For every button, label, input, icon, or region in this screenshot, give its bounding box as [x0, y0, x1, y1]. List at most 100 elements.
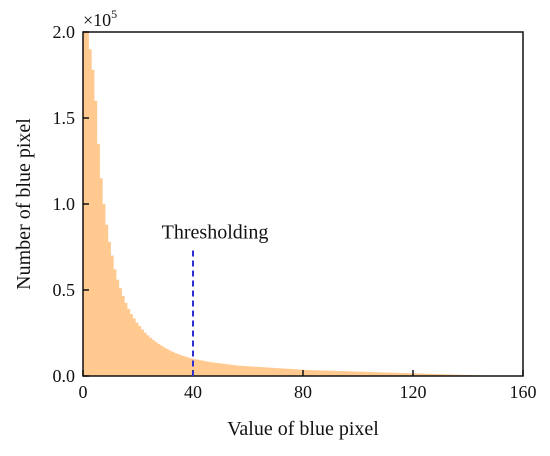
histogram-bar — [168, 350, 171, 376]
histogram-bar — [234, 365, 237, 376]
histogram-bar — [155, 342, 158, 376]
histogram-bar — [248, 366, 251, 376]
histogram-bar — [94, 101, 97, 376]
histogram-bar — [157, 344, 160, 376]
histogram-bar — [133, 318, 136, 376]
histogram-bar — [201, 361, 204, 376]
histogram-bar — [196, 360, 199, 376]
histogram-bar — [113, 269, 116, 376]
x-tick-label: 120 — [400, 382, 427, 402]
histogram-bar — [116, 280, 119, 376]
histogram-bar — [102, 204, 105, 376]
histogram-bar — [254, 367, 257, 376]
histogram-bar — [240, 366, 243, 376]
histogram-bar — [207, 362, 210, 376]
histogram-bar — [122, 296, 125, 376]
histogram-bar — [212, 363, 215, 376]
histogram-bar — [91, 70, 94, 376]
y-tick-label: 0.0 — [53, 366, 76, 386]
histogram-bar — [245, 366, 248, 376]
histogram-bar — [182, 356, 185, 376]
histogram-bar — [223, 364, 226, 376]
threshold-label: Thresholding — [162, 221, 269, 243]
x-tick-label: 40 — [184, 382, 202, 402]
histogram-bar — [284, 369, 287, 376]
histogram-bar — [188, 358, 191, 376]
histogram-bar — [229, 365, 232, 376]
plot-frame — [83, 32, 523, 376]
histogram-bar — [289, 369, 292, 376]
histogram-bar — [138, 326, 141, 376]
histogram-bar — [295, 369, 298, 376]
histogram-bar — [218, 363, 221, 376]
histogram-bar — [270, 368, 273, 376]
histogram-bar — [108, 242, 111, 376]
y-tick-label: 0.5 — [53, 280, 76, 300]
histogram-bar — [287, 369, 290, 376]
histogram-bar — [265, 367, 268, 376]
histogram-bar — [185, 357, 188, 376]
histogram-bar — [127, 309, 130, 376]
histogram-bar — [259, 367, 262, 376]
y-multiplier-base: ×10 — [83, 10, 111, 30]
histogram-bar — [276, 368, 279, 376]
histogram-bar — [232, 365, 235, 376]
x-axis-title: Value of blue pixel — [227, 418, 379, 440]
histogram-bar — [237, 366, 240, 376]
histogram-bar — [226, 364, 229, 376]
x-tick-label: 0 — [79, 382, 88, 402]
histogram-bar — [166, 349, 169, 376]
histogram-bar — [243, 366, 246, 376]
histogram-bar — [331, 371, 334, 376]
histogram-bar — [119, 288, 122, 376]
histogram-bar — [215, 363, 218, 376]
histogram-bar — [144, 333, 147, 376]
histogram-bar — [322, 370, 325, 376]
histogram-bar — [135, 323, 138, 376]
y-tick-label: 2.0 — [53, 22, 76, 42]
histogram-bar — [328, 371, 331, 376]
histogram-bar — [171, 352, 174, 376]
histogram-bar — [262, 367, 265, 376]
histogram-bar — [292, 369, 295, 376]
histogram-bar — [152, 340, 155, 376]
histogram-bar — [149, 338, 152, 376]
histogram-bar — [221, 364, 224, 376]
histogram-bar — [281, 368, 284, 376]
histogram-bar — [124, 303, 127, 376]
histogram-bar — [111, 256, 114, 376]
histogram-bar — [174, 353, 177, 376]
histogram-bar — [256, 367, 259, 376]
y-multiplier-exponent: 5 — [111, 7, 117, 21]
histogram-bar — [317, 370, 320, 376]
histogram-bar — [251, 367, 254, 376]
histogram-bar — [309, 370, 312, 376]
histogram-bar — [97, 144, 100, 376]
histogram-bar — [325, 371, 328, 376]
y-tick-label: 1.5 — [53, 108, 76, 128]
histogram-bar — [267, 368, 270, 376]
histogram-bar — [298, 369, 301, 376]
histogram-bar — [273, 368, 276, 376]
histogram-bar — [179, 355, 182, 376]
bars-layer — [83, 32, 523, 376]
histogram-bar — [311, 370, 314, 376]
histogram-bar — [306, 370, 309, 376]
y-axis-multiplier: ×105 — [83, 7, 117, 30]
histogram-bar — [130, 314, 133, 376]
histogram-bar — [100, 178, 103, 376]
histogram-bar — [163, 347, 166, 376]
y-tick-label: 1.0 — [53, 194, 76, 214]
histogram-bar — [146, 335, 149, 376]
histogram-bar — [160, 346, 163, 376]
histogram-bar — [314, 370, 317, 376]
histogram-bar — [141, 330, 144, 376]
histogram-bar — [199, 360, 202, 376]
x-tick-label: 160 — [510, 382, 537, 402]
y-axis-title: Number of blue pixel — [13, 118, 35, 290]
histogram-bar — [177, 354, 180, 376]
histogram-bar — [210, 362, 213, 376]
histogram-bar — [89, 49, 92, 376]
